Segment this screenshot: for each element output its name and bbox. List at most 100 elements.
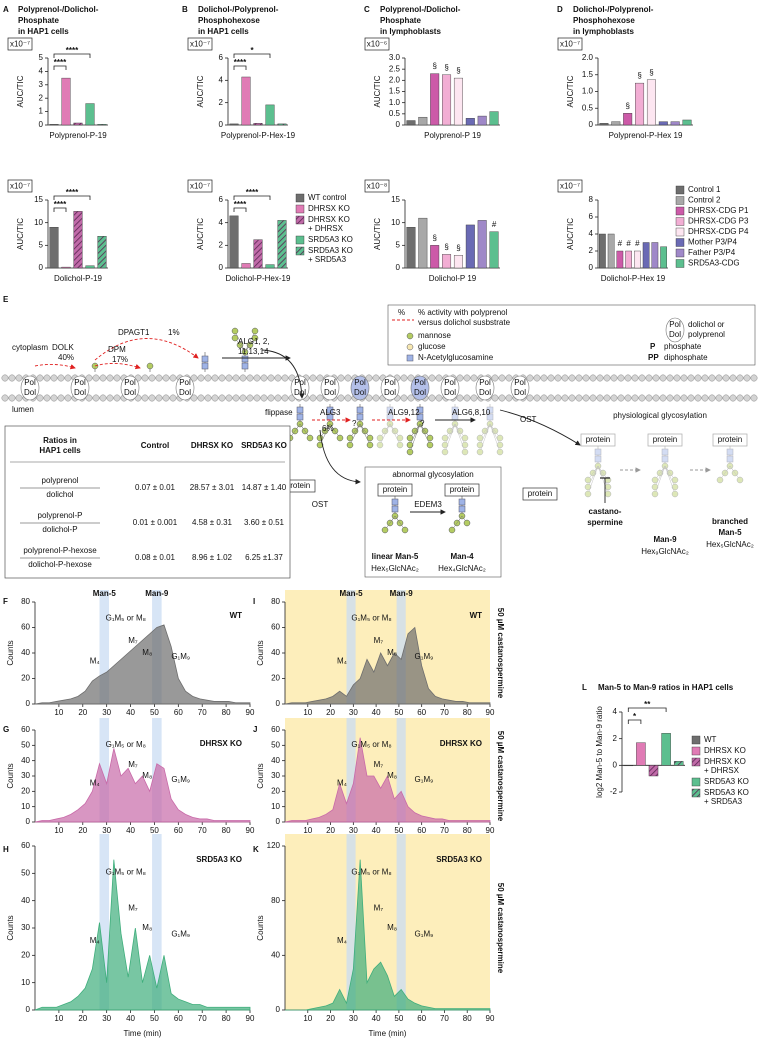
significance-bracket [233, 207, 247, 212]
legend-box [387, 304, 756, 366]
label: 2 [613, 734, 618, 743]
label: DHRSX-CDG P4 [688, 227, 749, 236]
membrane-head [491, 374, 499, 382]
bar [642, 242, 650, 269]
label: Polyprenol-/Dolichol- [380, 5, 461, 14]
label: 10 [303, 1014, 312, 1023]
label: 50 [271, 740, 280, 749]
mannose [496, 434, 504, 442]
label: Dol [324, 388, 336, 397]
membrane-head [43, 374, 51, 382]
significance-bracket [233, 195, 271, 200]
membrane-head [505, 394, 513, 402]
label: flippase [265, 408, 293, 417]
label: M₄ [90, 656, 100, 665]
membrane-head [701, 374, 709, 382]
glcnac [594, 455, 602, 463]
label: Dol [414, 388, 426, 397]
label: 2 [219, 240, 224, 249]
glycan-link [479, 423, 491, 439]
label: 50 µM castanospermine [496, 883, 505, 974]
bar [616, 250, 624, 269]
label: 0 [219, 263, 224, 272]
membrane-head [463, 374, 471, 382]
mannose [306, 434, 314, 442]
membrane-head [435, 374, 443, 382]
label: 40 [21, 756, 30, 765]
label: Man-5 [93, 589, 117, 598]
membrane-head [750, 394, 758, 402]
glycan-link [444, 423, 456, 446]
mannose [476, 434, 484, 442]
label: G₁M₅ or M₈ [106, 740, 146, 749]
label: Counts [6, 763, 15, 788]
glycan-link [654, 465, 666, 488]
arrow [94, 338, 199, 361]
bar [489, 231, 499, 269]
label: # [635, 239, 640, 248]
glycan [651, 446, 679, 498]
glycan [441, 404, 469, 456]
label: 10 [271, 802, 280, 811]
membrane-head [218, 374, 226, 382]
membrane-head [190, 394, 198, 402]
label: 3 [39, 80, 44, 89]
bar [418, 217, 428, 269]
membrane-head [743, 394, 751, 402]
membrane-head [498, 374, 506, 382]
bar [49, 226, 59, 269]
bar [241, 76, 251, 126]
label: 60 [174, 826, 183, 835]
legend-swatch [675, 238, 685, 247]
label: 8 [589, 195, 594, 204]
label: % [398, 308, 405, 317]
membrane-head [8, 374, 16, 382]
membrane-head [344, 394, 352, 402]
mannose [426, 434, 434, 442]
label: Dol [74, 388, 86, 397]
protein-box [377, 483, 413, 497]
label: 80 [222, 1014, 231, 1023]
membrane-head [337, 394, 345, 402]
arrow [499, 409, 581, 446]
membrane-head [589, 394, 597, 402]
membrane-head [554, 374, 562, 382]
membrane-head [64, 394, 72, 402]
label: 30 [21, 923, 30, 932]
legend-swatch [675, 259, 685, 268]
glycan-link [379, 423, 391, 446]
glycan-link [592, 465, 599, 474]
label: Dol [384, 388, 396, 397]
bar [651, 242, 659, 269]
label: DPAGT1 [118, 328, 150, 337]
lipid-carrier [510, 375, 530, 401]
label: Man-9 [653, 535, 677, 544]
glycan-link [409, 423, 421, 446]
label: ? [420, 419, 425, 428]
label: 40 [372, 826, 381, 835]
bar [607, 233, 615, 269]
label: protein [528, 489, 552, 498]
label: G₁M₅ or M₈ [106, 867, 146, 876]
membrane-head [540, 394, 548, 402]
glycan-band [346, 834, 356, 1010]
significance-bracket [53, 207, 67, 212]
label: 15 [391, 195, 400, 204]
label: 40 [126, 1014, 135, 1023]
label: 0.01 ± 0.001 [133, 518, 178, 527]
label: Phosphate [18, 16, 59, 25]
membrane-head [15, 374, 23, 382]
membrane-head [659, 374, 667, 382]
mannose [481, 427, 489, 435]
glycan-link [724, 465, 731, 474]
bar [623, 113, 633, 126]
membrane-head [540, 374, 548, 382]
membrane-head [372, 394, 380, 402]
label: 50 [150, 1014, 159, 1023]
bar [670, 121, 680, 126]
bar [599, 233, 606, 269]
label: dolichol-P-hexose [28, 560, 92, 569]
label: AUC/TIC [373, 75, 382, 107]
membrane-head [197, 394, 205, 402]
glycan [716, 446, 744, 484]
